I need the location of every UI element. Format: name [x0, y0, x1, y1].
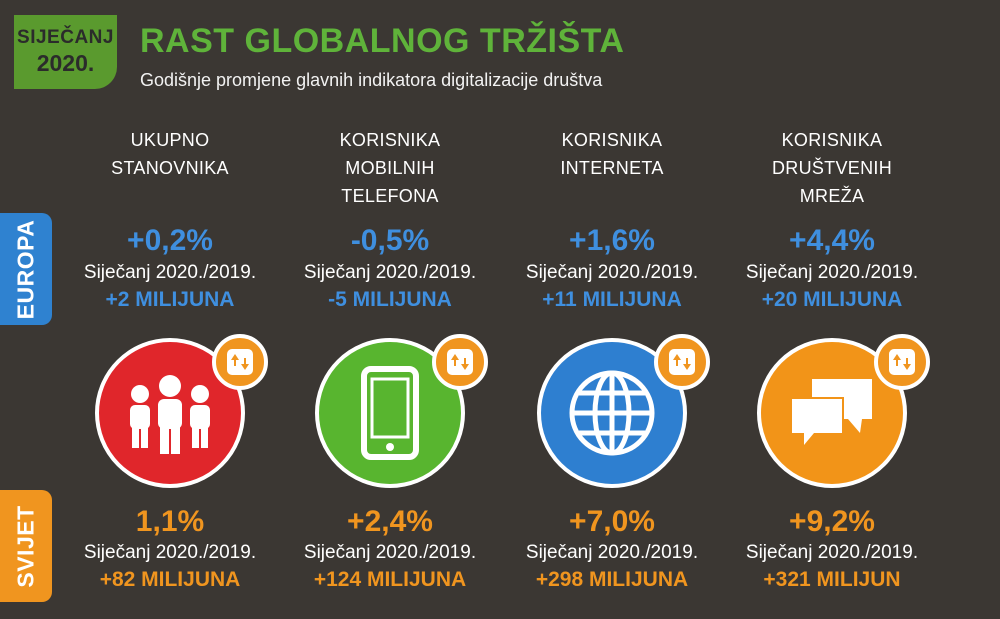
label-line: KORISNIKA	[561, 130, 663, 150]
badge-month: SIJEČANJ	[17, 27, 114, 48]
europe-absolute: +2 MILIJUNA	[105, 288, 235, 311]
up-down-arrows-icon	[673, 354, 691, 370]
world-percent: +9,2%	[789, 505, 875, 538]
label-line: STANOVNIKA	[111, 158, 229, 178]
label-line: INTERNETA	[560, 158, 664, 178]
label-line: KORISNIKA	[339, 130, 441, 150]
page-title: RAST GLOBALNOG TRŽIŠTA	[140, 22, 625, 60]
page-subtitle: Godišnje promjene glavnih indikatora dig…	[140, 70, 603, 90]
world-percent: +2,4%	[347, 505, 433, 538]
world-absolute: +124 MILIJUNA	[313, 568, 467, 591]
globe-icon	[569, 370, 655, 456]
world-label-text: SVIJET	[12, 504, 39, 588]
change-badge	[432, 334, 488, 390]
world-absolute: +82 MILIJUNA	[99, 568, 241, 591]
world-percent: +7,0%	[569, 505, 655, 538]
europe-percent: -0,5%	[350, 224, 430, 257]
column-label: KORISNIKA MOBILNIH TELEFONA	[280, 126, 500, 210]
europe-percent: +4,4%	[789, 224, 875, 257]
mobile-phone-icon	[361, 366, 419, 460]
change-badge	[874, 334, 930, 390]
world-period: Siječanj 2020./2019.	[83, 542, 257, 563]
column-mobile: KORISNIKA MOBILNIH TELEFONA -0,5% Siječa…	[280, 0, 500, 619]
label-line: MREŽA	[799, 186, 865, 206]
europe-period: Siječanj 2020./2019.	[303, 262, 477, 283]
up-down-arrows-icon	[231, 354, 249, 370]
europe-absolute: +20 MILIJUNA	[761, 288, 903, 311]
change-badge	[654, 334, 710, 390]
up-down-arrows-icon	[893, 354, 911, 370]
chat-bubbles-icon	[790, 379, 872, 449]
europe-percent: +1,6%	[569, 224, 655, 257]
column-population: UKUPNO STANOVNIKA +0,2% Siječanj 2020./2…	[60, 0, 280, 619]
label-line: UKUPNO	[130, 130, 210, 150]
badge-year: 2020.	[36, 50, 95, 76]
column-label: KORISNIKA DRUŠTVENIH MREŽA	[722, 126, 942, 210]
column-label: UKUPNO STANOVNIKA	[60, 126, 280, 182]
world-period: Siječanj 2020./2019.	[303, 542, 477, 563]
europe-side-label: EUROPA	[0, 213, 52, 325]
date-badge: SIJEČANJ 2020.	[14, 15, 117, 89]
label-line: KORISNIKA	[781, 130, 883, 150]
column-social: KORISNIKA DRUŠTVENIH MREŽA +4,4% Siječan…	[722, 0, 942, 619]
label-line: MOBILNIH	[345, 158, 435, 178]
europe-period: Siječanj 2020./2019.	[83, 262, 257, 283]
column-internet: KORISNIKA INTERNETA +1,6% Siječanj 2020.…	[502, 0, 722, 619]
indicator-circle	[95, 338, 245, 488]
world-side-label: SVIJET	[0, 490, 52, 602]
europe-period: Siječanj 2020./2019.	[745, 262, 919, 283]
column-label: KORISNIKA INTERNETA	[502, 126, 722, 182]
up-down-arrows-icon	[451, 354, 469, 370]
world-period: Siječanj 2020./2019.	[525, 542, 699, 563]
europe-absolute: -5 MILIJUNA	[328, 288, 452, 311]
label-line: DRUŠTVENIH	[771, 158, 892, 178]
world-percent: 1,1%	[135, 505, 205, 538]
europe-period: Siječanj 2020./2019.	[525, 262, 699, 283]
world-period: Siječanj 2020./2019.	[745, 542, 919, 563]
people-icon	[130, 375, 210, 454]
europe-label-text: EUROPA	[12, 219, 39, 319]
change-badge	[212, 334, 268, 390]
world-absolute: +321 MILIJUN	[763, 568, 901, 591]
world-absolute: +298 MILIJUNA	[535, 568, 689, 591]
label-line: TELEFONA	[341, 186, 439, 206]
europe-percent: +0,2%	[127, 224, 213, 257]
europe-absolute: +11 MILIJUNA	[542, 288, 682, 311]
